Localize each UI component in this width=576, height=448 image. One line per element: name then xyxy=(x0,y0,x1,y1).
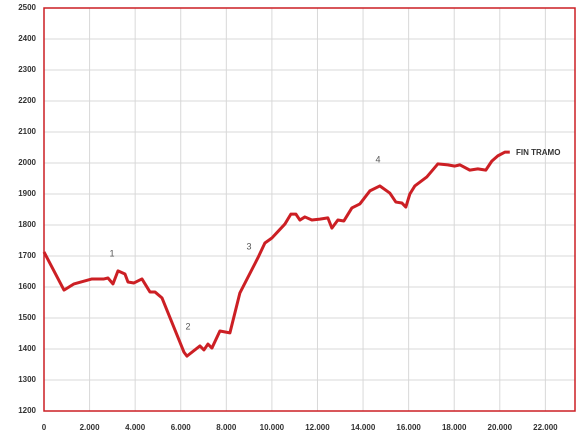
annotation: 4 xyxy=(375,154,380,164)
annotation: 3 xyxy=(246,241,251,251)
y-tick-label: 1800 xyxy=(18,220,36,229)
y-tick-label: 2100 xyxy=(18,127,36,136)
y-tick-label: 2300 xyxy=(18,65,36,74)
x-tick-label: 22.000 xyxy=(533,423,558,432)
y-tick-label: 1700 xyxy=(18,251,36,260)
annotation: FIN TRAMO xyxy=(516,148,560,157)
y-tick-label: 1900 xyxy=(18,189,36,198)
y-tick-label: 1400 xyxy=(18,344,36,353)
x-tick-label: 16.000 xyxy=(396,423,421,432)
x-tick-label: 20.000 xyxy=(488,423,513,432)
y-tick-label: 1200 xyxy=(18,406,36,415)
y-tick-label: 1500 xyxy=(18,313,36,322)
x-tick-label: 14.000 xyxy=(351,423,376,432)
x-tick-label: 4.000 xyxy=(125,423,146,432)
x-tick-label: 10.000 xyxy=(260,423,285,432)
y-tick-label: 2000 xyxy=(18,158,36,167)
y-tick-label: 1300 xyxy=(18,375,36,384)
x-tick-label: 8.000 xyxy=(216,423,237,432)
y-tick-label: 2400 xyxy=(18,34,36,43)
x-tick-label: 6.000 xyxy=(171,423,192,432)
x-tick-label: 2.000 xyxy=(80,423,101,432)
x-tick-label: 0 xyxy=(42,423,47,432)
y-tick-label: 1600 xyxy=(18,282,36,291)
y-tick-label: 2500 xyxy=(18,3,36,12)
x-tick-label: 18.000 xyxy=(442,423,467,432)
annotation: 1 xyxy=(109,248,114,258)
plot-border xyxy=(43,7,576,412)
elevation-line xyxy=(42,150,510,358)
y-tick-label: 2200 xyxy=(18,96,36,105)
x-tick-label: 12.000 xyxy=(305,423,330,432)
annotation: 2 xyxy=(185,321,190,331)
